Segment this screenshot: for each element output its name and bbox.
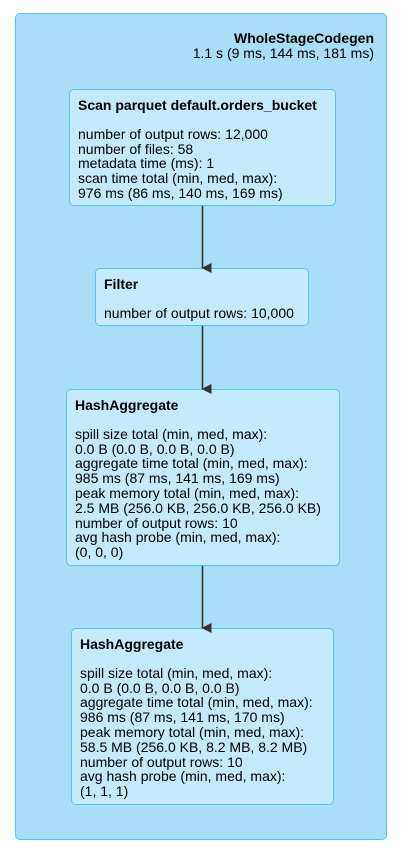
node-metric: scan time total (min, med, max):: [78, 170, 278, 187]
node-metric: spill size total (min, med, max):: [80, 664, 273, 681]
node-metric: metadata time (ms): 1: [78, 155, 215, 172]
stage-name: WholeStageCodegen: [233, 30, 374, 46]
node-metric: spill size total (min, med, max):: [75, 425, 268, 442]
hash-aggregate-node-1[interactable]: HashAggregate spill size total (min, med…: [66, 389, 340, 566]
node-metric: number of output rows: 10: [75, 514, 238, 531]
node-metric: peak memory total (min, med, max):: [80, 723, 305, 740]
node-metric: number of output rows: 10,000: [104, 304, 294, 321]
stage-title: WholeStageCodegen 1.1 s (9 ms, 144 ms, 1…: [193, 31, 374, 61]
node-metric: number of files: 58: [78, 140, 194, 157]
node-metric: 2.5 MB (256.0 KB, 256.0 KB, 256.0 KB): [75, 499, 321, 516]
node-metric: 0.0 B (0.0 B, 0.0 B, 0.0 B): [75, 440, 235, 457]
node-metric: 986 ms (87 ms, 141 ms, 170 ms): [80, 709, 285, 726]
node-title: HashAggregate: [80, 636, 184, 652]
node-title: Filter: [104, 276, 139, 292]
node-metric: number of output rows: 12,000: [78, 125, 268, 142]
node-metric: aggregate time total (min, med, max):: [80, 694, 313, 711]
node-metric: number of output rows: 10: [80, 753, 243, 770]
node-title: HashAggregate: [75, 397, 179, 413]
node-metric: avg hash probe (min, med, max):: [75, 529, 281, 546]
filter-node[interactable]: Filter number of output rows: 10,000: [95, 268, 309, 326]
node-metric: aggregate time total (min, med, max):: [75, 455, 308, 472]
hash-aggregate-node-2[interactable]: HashAggregate spill size total (min, med…: [71, 628, 334, 805]
node-metric: 976 ms (86 ms, 140 ms, 169 ms): [78, 184, 283, 201]
scan-parquet-node[interactable]: Scan parquet default.orders_bucket numbe…: [69, 89, 336, 206]
node-metric: avg hash probe (min, med, max):: [80, 768, 286, 785]
node-metric: (1, 1, 1): [80, 783, 129, 800]
stage-timing: 1.1 s (9 ms, 144 ms, 181 ms): [192, 45, 374, 61]
node-metric: 58.5 MB (256.0 KB, 8.2 MB, 8.2 MB): [80, 738, 308, 755]
node-metric: peak memory total (min, med, max):: [75, 484, 300, 501]
node-metric: (0, 0, 0): [75, 544, 124, 561]
node-metric: 985 ms (87 ms, 141 ms, 169 ms): [75, 470, 280, 487]
node-metric: 0.0 B (0.0 B, 0.0 B, 0.0 B): [80, 679, 240, 696]
node-title: Scan parquet default.orders_bucket: [78, 97, 317, 113]
